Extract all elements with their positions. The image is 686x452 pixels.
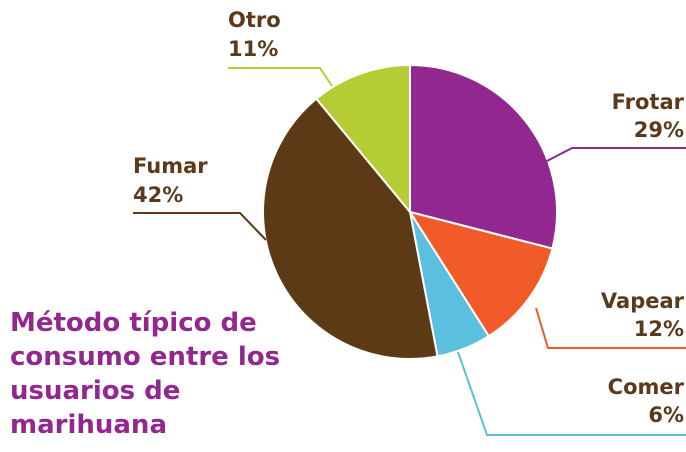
leader-line xyxy=(228,67,333,87)
value-label: 11% xyxy=(228,37,278,61)
slice-label: Otro xyxy=(228,8,281,32)
pie-slice xyxy=(314,63,411,215)
slice-label: Frotar xyxy=(612,90,685,114)
value-label: 12% xyxy=(634,317,684,341)
chart-title: Método típico de consumo entre los usuar… xyxy=(10,308,281,440)
leader-line xyxy=(457,351,686,436)
value-label: 29% xyxy=(634,118,684,142)
pie-slice xyxy=(407,210,554,338)
slice-label: Vapear xyxy=(601,289,685,313)
value-label: 42% xyxy=(133,183,183,207)
pie-slice xyxy=(409,63,558,250)
leader-line xyxy=(133,212,267,241)
slice-label: Comer xyxy=(608,375,685,399)
leader-line xyxy=(544,147,686,163)
pie-slice xyxy=(262,97,439,360)
slice-label: Fumar xyxy=(133,154,208,178)
value-label: 6% xyxy=(648,403,684,427)
leader-line xyxy=(535,307,686,349)
